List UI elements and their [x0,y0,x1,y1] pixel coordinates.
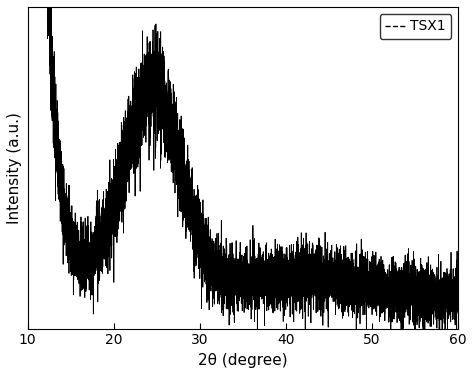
Legend: TSX1: TSX1 [380,14,451,39]
Y-axis label: Intensity (a.u.): Intensity (a.u.) [7,112,22,224]
X-axis label: 2θ (degree): 2θ (degree) [198,353,288,368]
